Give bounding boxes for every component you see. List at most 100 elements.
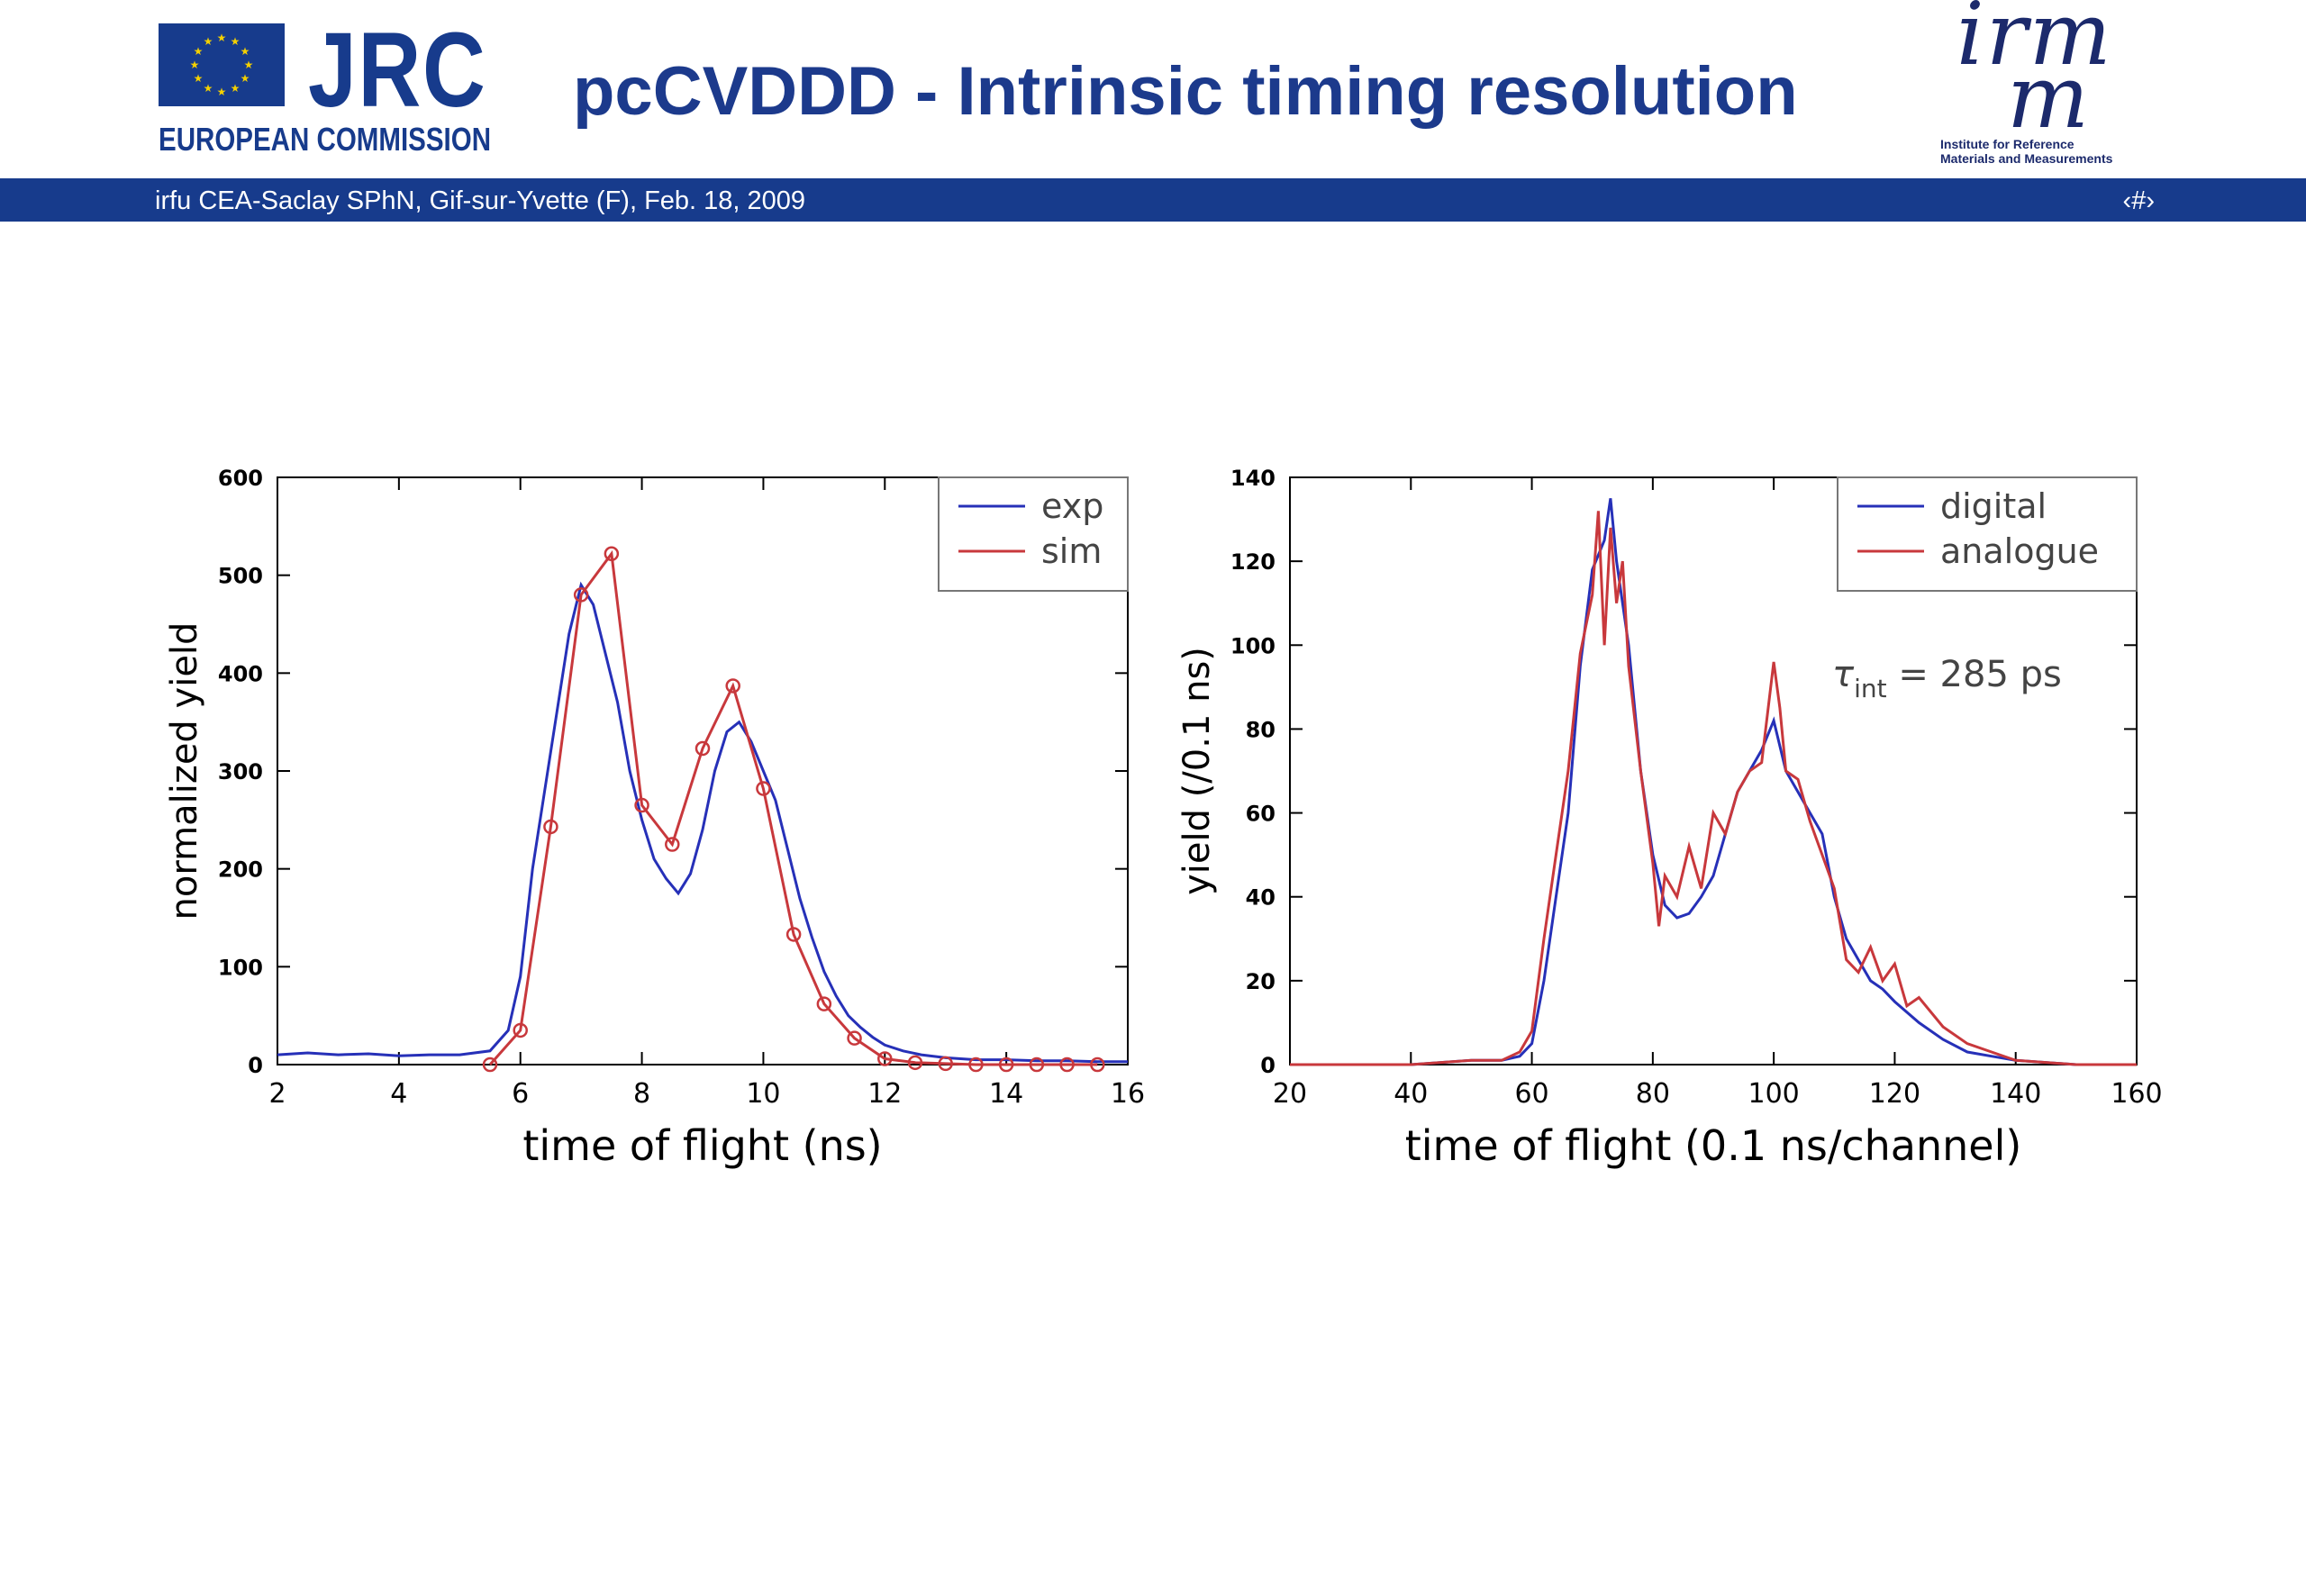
irmm-logo-mark-m: m [2007,47,2090,148]
series-point-sim [725,678,740,694]
irmm-subtitle-line2: Materials and Measurements [1940,151,2113,166]
series-point-sim [998,1056,1014,1073]
legend-label-exp: exp [1041,486,1103,526]
series-point-sim [847,1030,862,1046]
y-tick-label: 120 [1230,549,1276,575]
y-tick-label: 60 [1246,802,1276,827]
series-line-exp [277,581,1128,1064]
plot-frame [1289,476,2138,1066]
eu-star-icon: ★ [204,82,213,95]
x-tick-label: 140 [1990,1078,2041,1110]
y-tick-label: 0 [1260,1053,1276,1078]
x-tick-label: 14 [989,1078,1023,1110]
x-tick-label: 40 [1394,1078,1428,1110]
annotation-symbol: τ [1832,654,1855,695]
series-point-sim [1090,1056,1105,1073]
series-point-sim [513,1022,528,1038]
y-tick-label: 500 [218,564,263,589]
y-tick-label: 300 [218,759,263,784]
eu-star-icon: ★ [204,35,213,48]
y-axis-label: normalized yield [164,622,205,920]
x-tick-label: 12 [867,1078,902,1110]
x-tick-label: 6 [512,1078,529,1110]
y-tick-label: 100 [218,955,263,980]
eu-star-icon: ★ [241,45,250,58]
x-tick-label: 80 [1636,1078,1670,1110]
series-point-sim [634,797,649,813]
eu-star-icon: ★ [194,72,204,85]
legend-box [1837,476,2138,592]
jrc-logo-subtitle: EUROPEAN COMMISSION [159,121,492,158]
chart-annotation: τint = 285 ps [1832,654,2062,703]
series-point-sim [1059,1056,1075,1073]
y-tick-label: 0 [248,1053,263,1078]
jrc-logo: ★ ★ ★ ★ ★ ★ ★ ★ ★ ★ ★ ★ JRC EUROPEAN COMMISSION [159,11,491,162]
legend-label-analogue: analogue [1940,531,2099,571]
x-tick-label: 8 [633,1078,650,1110]
series-line-sim [488,549,1098,1066]
x-tick-label: 160 [2111,1078,2162,1110]
eu-star-icon: ★ [241,72,250,85]
x-tick-label: 20 [1273,1078,1307,1110]
y-tick-label: 100 [1230,633,1276,658]
series-line-digital [1290,498,2137,1066]
chart-left-exp-sim: 2 4 6 8 10 12 14 16 0 100 200 300 400 500 600 time of f… [164,466,1145,1170]
footer-band: irfu CEA-Saclay SPhN, Gif-sur-Yvette (F)… [0,178,2306,222]
eu-star-icon: ★ [190,59,200,71]
eu-star-icon: ★ [194,45,204,58]
eu-star-icon: ★ [217,32,227,44]
x-tick-label: 10 [746,1078,780,1110]
irmm-logo-subtitle: Institute for Reference Materials and Me… [1940,137,2112,166]
series-point-sim [543,819,558,835]
x-axis-label: time of flight (0.1 ns/channel) [1405,1121,2022,1170]
slide-header: ★ ★ ★ ★ ★ ★ ★ ★ ★ ★ ★ ★ JRC EUROPEAN COMMISSION pcC… [0,0,2306,177]
irmm-subtitle-line1: Institute for Reference [1940,137,2074,151]
page-title: pcCVDDD - Intrinsic timing resolution [573,53,1798,130]
event-info: irfu CEA-Saclay SPhN, Gif-sur-Yvette (F)… [155,186,806,215]
legend-label-digital: digital [1940,486,2047,526]
eu-star-icon: ★ [231,35,241,48]
y-tick-label: 200 [218,857,263,883]
series-point-sim [785,927,802,942]
x-tick-label: 60 [1514,1078,1548,1110]
series-line-analogue [1290,511,2137,1066]
page-number: ‹#› [2122,186,2155,215]
x-tick-label: 16 [1111,1078,1145,1110]
annotation-subscript: int [1854,674,1887,703]
y-tick-label: 80 [1246,717,1276,742]
series-point-sim [968,1056,984,1073]
series-point-sim [695,740,711,757]
irmm-logo-mark: irm [1956,0,2113,85]
series-point-sim [907,1055,923,1071]
series-point-sim [816,996,832,1011]
series-point-sim [665,837,680,852]
eu-stars-icon: ★★★★★★★★★ ★ ★★ [190,32,254,98]
series-point-sim [573,587,589,603]
eu-star-icon: ★ [231,82,241,95]
y-tick-label: 140 [1230,466,1276,491]
chart-right-digital-analogue: 20 40 60 80 100 120 140 160020406080100120140ti… [1176,466,2163,1170]
legend-box [938,476,1129,592]
y-axis-label: yield (/0.1 ns) [1176,647,1218,895]
series-point-sim [482,1056,498,1073]
x-axis-label: time of flight (ns) [522,1121,882,1170]
y-tick-label: 20 [1246,969,1276,994]
y-tick-label: 400 [218,661,263,686]
x-tick-label: 100 [1748,1078,1800,1110]
annotation-text: = 285 ps [1887,654,2062,695]
eu-star-icon: ★ [217,86,227,98]
x-tick-label: 120 [1869,1078,1920,1110]
eu-flag-icon: ★ ★ ★ ★ ★ ★ ★ ★ ★ ★ ★ ★ [159,23,285,106]
irmm-logo: irm m Institute for Reference Materials … [1937,0,2162,169]
series-point-sim [877,1051,893,1066]
series-point-sim [938,1056,953,1072]
series-point-sim [756,781,771,796]
x-tick-label: 2 [268,1078,286,1110]
series-point-sim [604,546,620,562]
legend-label-sim: sim [1041,531,1102,571]
x-tick-label: 4 [390,1078,407,1110]
jrc-logo-text: JRC [308,11,487,130]
eu-star-icon: ★ [244,59,254,71]
y-tick-label: 600 [218,466,263,491]
y-tick-label: 40 [1246,885,1276,911]
